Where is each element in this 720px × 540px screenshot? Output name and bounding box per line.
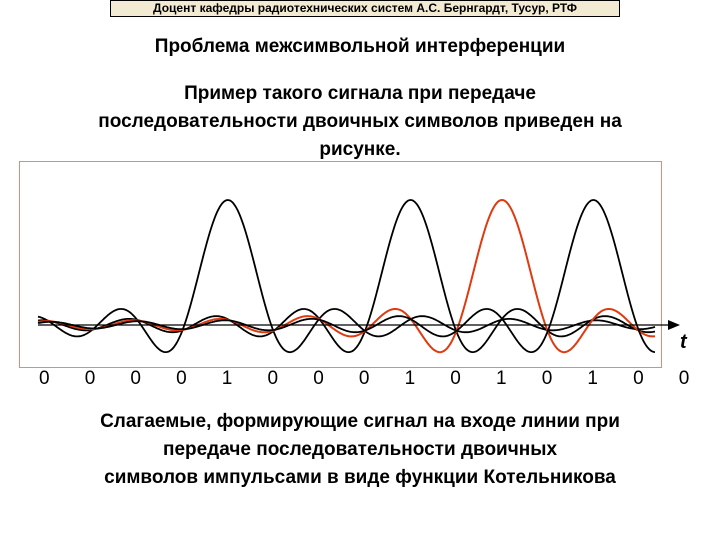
pulse-curve-4 [37, 199, 656, 353]
bit-sequence: 0 0 0 0 1 0 0 0 1 0 1 0 1 0 0 [0, 368, 720, 394]
bit-label: 0 [358, 368, 370, 389]
header-text: Доцент кафедры радиотехнических систем А… [153, 1, 577, 15]
bit-label: 0 [633, 368, 644, 389]
bit-label: 0 [450, 368, 461, 389]
bit-label: 0 [267, 368, 279, 389]
slide-title: Проблема межсимвольной интерференции [154, 36, 566, 57]
bit-label: 0 [313, 368, 324, 389]
caption-block: Слагаемые, формирующие сигнал на входе л… [0, 408, 720, 492]
bit-label: 0 [176, 368, 187, 389]
intro-line-2: последовательности двоичных символов при… [98, 111, 622, 132]
pulse-curves [37, 198, 656, 354]
caption-line-2: передаче последовательности двоичных [162, 439, 558, 460]
bit-label: 1 [587, 368, 598, 389]
bit-label: 0 [541, 368, 553, 389]
bit-label: 1 [496, 368, 507, 389]
time-axis-arrow [668, 320, 680, 330]
bit-label: 1 [221, 368, 233, 389]
time-axis-label: t [680, 331, 688, 353]
bit-label: 0 [39, 368, 50, 389]
bit-label: 0 [130, 368, 141, 389]
intro-line-3: рисунке. [319, 139, 401, 160]
bit-label: 0 [678, 368, 690, 389]
pulse-curve-1 [37, 199, 656, 354]
bit-label: 1 [404, 368, 416, 389]
caption-line-1: Слагаемые, формирующие сигнал на входе л… [100, 411, 620, 432]
intro-text-block: Пример такого сигнала при передаче после… [0, 80, 720, 161]
bit-label: 0 [84, 368, 96, 389]
header-bar: Доцент кафедры радиотехнических систем А… [110, 0, 620, 17]
caption-line-3: символов импульсами в виде функции Котел… [104, 467, 616, 488]
intro-line-1: Пример такого сигнала при передаче [184, 83, 536, 104]
